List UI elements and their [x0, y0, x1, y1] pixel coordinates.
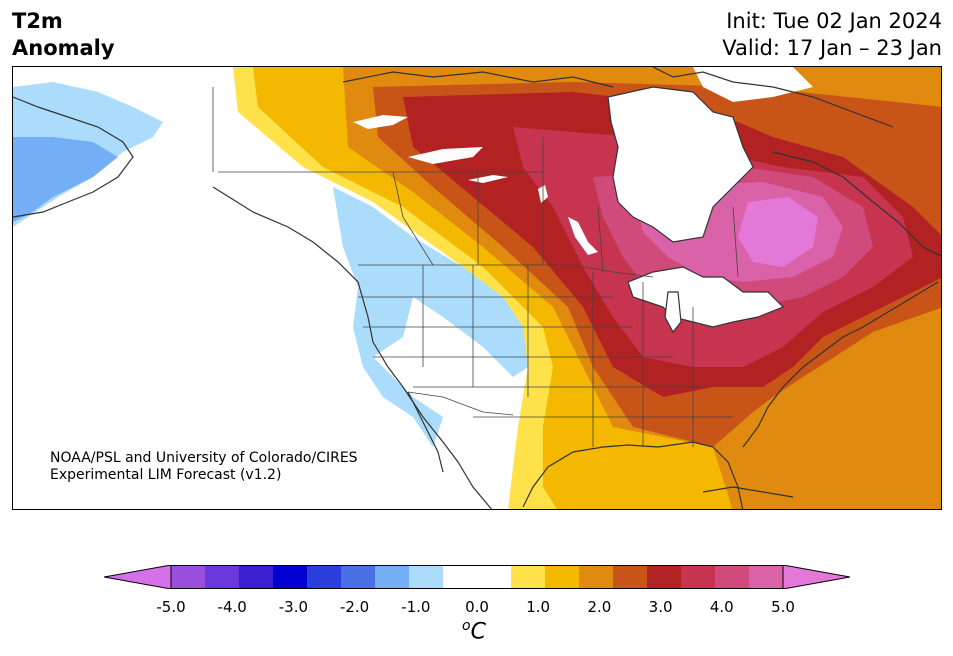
unit-superscript: o [462, 618, 471, 634]
anomaly-map-svg [13, 67, 941, 509]
valid-range: Valid: 17 Jan – 23 Jan [722, 36, 942, 60]
colorbar-bins [104, 565, 850, 589]
title-line-1: T2m [12, 9, 63, 33]
colorbar-bin [749, 565, 784, 589]
colorbar-tick-label: 2.0 [587, 598, 612, 616]
hudson-bay [607, 86, 754, 243]
colorbar-bin [171, 565, 206, 589]
arctic-coast [342, 71, 614, 88]
colorbar-tick-label: -5.0 [156, 598, 186, 616]
data-credit: NOAA/PSL and University of Colorado/CIRE… [50, 450, 358, 484]
colorbar-bin [205, 565, 240, 589]
colorbar-tick-label: 0.0 [465, 598, 489, 616]
credit-line-1: NOAA/PSL and University of Colorado/CIRE… [50, 450, 358, 466]
east-coast [742, 281, 939, 448]
colorbar-bin [307, 565, 342, 589]
ontario-quebec-border [732, 206, 739, 278]
colorbar-bin [341, 565, 376, 589]
lake-winnipeg [568, 217, 598, 255]
alaska-coast [13, 96, 134, 218]
colorbar-bin [375, 565, 410, 589]
colorbar-outline [170, 565, 784, 589]
us-state-rows [358, 296, 733, 418]
us-canada-border [358, 264, 654, 278]
colorbar-unit: oC [462, 618, 486, 644]
labrador-coast [772, 151, 941, 257]
colorbar-bin [647, 565, 682, 589]
colorbar-bin [613, 565, 648, 589]
boundaries [212, 87, 739, 447]
title-line-2: Anomaly [12, 36, 115, 60]
colorbar-tick-label: 5.0 [771, 598, 795, 616]
anomaly-band-minus-1p0-west [333, 187, 528, 447]
credit-line-2: Experimental LIM Forecast (v1.2) [50, 467, 282, 483]
colorbar-tick-label: -4.0 [217, 598, 247, 616]
colorbar-bin [715, 565, 750, 589]
baja-coast [407, 391, 444, 473]
us-state-cols [422, 265, 694, 447]
colorbar-tick-label: -1.0 [401, 598, 431, 616]
colorbar-tick-label: 4.0 [709, 598, 734, 616]
great-bear-lake [408, 147, 483, 164]
map-title: T2m Anomaly [12, 8, 115, 62]
forecast-dates: Init: Tue 02 Jan 2024 Valid: 17 Jan – 23… [722, 8, 942, 62]
colorbar [104, 565, 850, 589]
colorbar-extend-high [782, 565, 850, 589]
colorbar-bin [443, 565, 478, 589]
colorbar-bin [545, 565, 580, 589]
colorbar-bin [477, 565, 512, 589]
cuba-coast [702, 486, 794, 498]
colorbar-bin [681, 565, 716, 589]
baffin-coast [652, 67, 894, 128]
colorbar-tick-label: 3.0 [648, 598, 673, 616]
colorbar-bin [511, 565, 546, 589]
great-lakes [627, 266, 785, 328]
manitoba-ontario-border [597, 206, 604, 273]
colorbar-bin [273, 565, 308, 589]
colorbar-bin [409, 565, 444, 589]
west-coast [212, 186, 493, 509]
bc-alberta-border [392, 171, 434, 266]
colorbar-extend-low [104, 565, 172, 589]
lake-michigan [664, 291, 682, 334]
colorbar-tick-label: 1.0 [526, 598, 551, 616]
colorbar-tick-label: -2.0 [339, 598, 370, 616]
anomaly-map: NOAA/PSL and University of Colorado/CIRE… [12, 66, 942, 510]
anomaly-band-4p5 [738, 197, 818, 267]
colorbar-bin [239, 565, 274, 589]
init-date: Init: Tue 02 Jan 2024 [726, 9, 942, 33]
colorbar-tick-label: -3.0 [278, 598, 309, 616]
colorbar-bin [579, 565, 614, 589]
us-mexico-border [407, 391, 514, 416]
unit-base: C [470, 619, 486, 645]
anomaly-band-minus-1p5-alaska [13, 137, 118, 222]
great-slave-lake [353, 115, 408, 129]
